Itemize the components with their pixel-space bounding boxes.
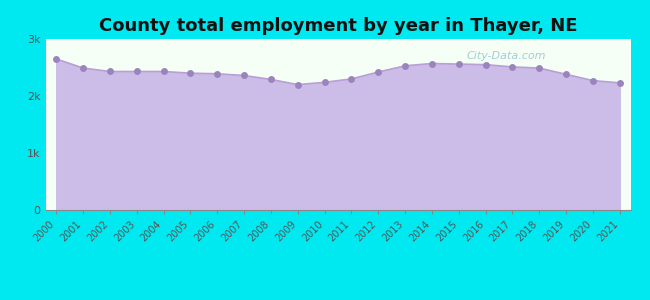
Point [534,66,545,70]
Point [78,66,88,70]
Text: City-Data.com: City-Data.com [467,51,546,61]
Point [292,82,303,87]
Point [212,71,222,76]
Point [400,63,410,68]
Point [105,69,115,74]
Point [480,62,491,67]
Point [373,70,384,74]
Point [507,64,517,69]
Point [239,73,250,78]
Point [614,80,625,85]
Point [426,61,437,66]
Point [561,72,571,77]
Title: County total employment by year in Thayer, NE: County total employment by year in Thaye… [99,17,577,35]
Point [319,80,330,85]
Point [131,69,142,74]
Point [51,57,62,62]
Point [266,77,276,82]
Point [159,69,169,74]
Point [454,62,464,67]
Point [346,76,357,81]
Point [185,71,196,76]
Point [588,78,598,83]
